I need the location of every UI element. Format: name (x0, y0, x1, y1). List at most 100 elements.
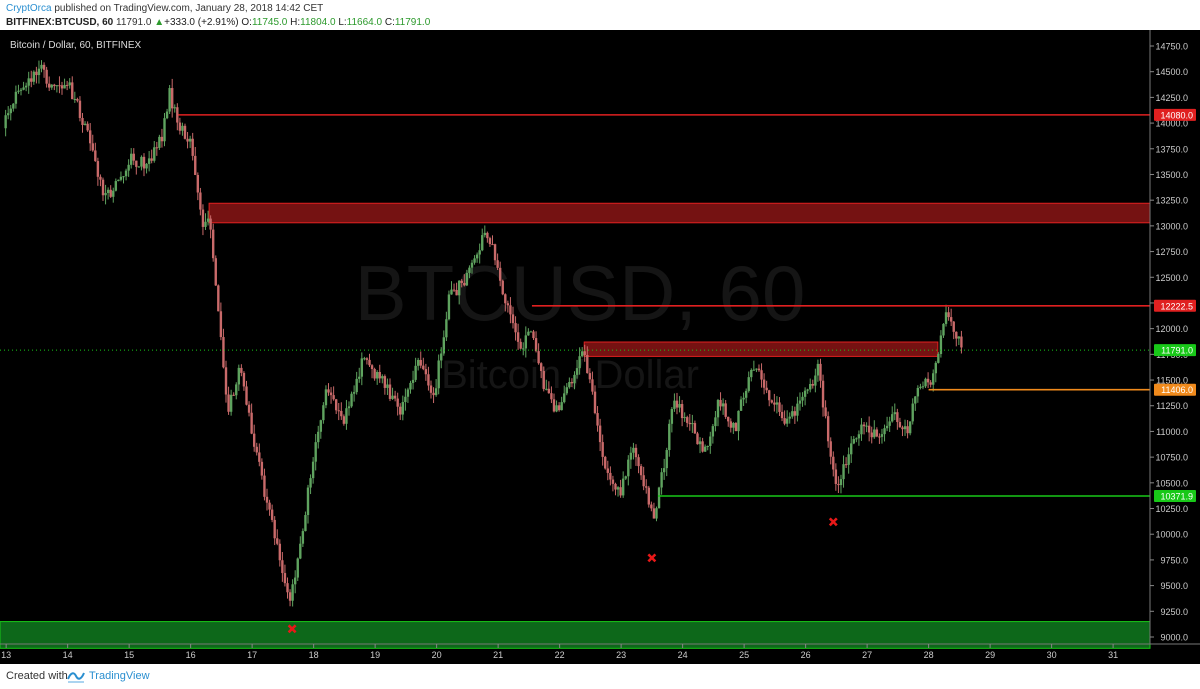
candle-body (768, 390, 771, 401)
published-text: published on TradingView.com, January 28… (54, 3, 324, 14)
candle-body (724, 403, 727, 417)
publish-line: CryptOrca published on TradingView.com, … (6, 3, 323, 14)
candle-body (662, 468, 666, 473)
candle-body (142, 156, 146, 169)
candle-body (19, 89, 23, 91)
candle-body (414, 365, 417, 380)
candle-body (703, 446, 707, 452)
candle-body (632, 447, 635, 453)
candle-body (634, 447, 638, 458)
candle-body (588, 373, 592, 380)
candle-body (773, 402, 776, 405)
candle-body (99, 176, 102, 180)
candle-body (837, 483, 840, 486)
candle-body (706, 445, 709, 447)
candle-body (250, 412, 253, 434)
candle-body (445, 319, 448, 338)
candle-body (183, 125, 187, 139)
candle-body (78, 100, 82, 118)
candle-body (358, 376, 361, 379)
candle-body (217, 285, 220, 312)
candle-body (304, 515, 307, 532)
price-chart[interactable]: BTCUSD, 60 Bitcoin / Dollar 9000.0 9250.0… (0, 30, 1200, 664)
candle-body (824, 407, 827, 417)
candle-body (81, 117, 84, 125)
open-value: 11745.0 (251, 17, 288, 28)
candle-body (732, 422, 735, 428)
candle-body (511, 314, 515, 324)
candle-body (803, 390, 807, 397)
candle-body (937, 353, 940, 363)
x-tick-label: 30 (1047, 650, 1057, 660)
candle-body (545, 388, 548, 390)
time-axis[interactable]: 13 14 15 16 17 18 19 20 21 22 23 24 25 26 27 28 29 30 31 (1, 644, 1118, 660)
price-tag (1154, 299, 1196, 312)
candle-body (455, 290, 458, 296)
candle-body (452, 289, 456, 291)
candle-body (124, 170, 128, 177)
candle-body (14, 91, 18, 104)
candle-body (416, 359, 420, 366)
candle-body (296, 558, 299, 578)
low-marker-icon (828, 517, 838, 527)
candle-body (796, 403, 799, 416)
candle-body (834, 469, 838, 484)
candle-body (329, 392, 333, 396)
x-tick-label: 22 (555, 650, 565, 660)
candle-body (237, 367, 241, 385)
candle-body (337, 410, 340, 412)
candle-body (555, 405, 558, 412)
candle-body (391, 395, 394, 399)
candle-body (291, 584, 294, 601)
author-link[interactable]: CryptOrca (6, 3, 52, 14)
candle-body (855, 438, 858, 440)
candle-body (775, 402, 779, 405)
candle-body (465, 272, 469, 286)
candle-body (273, 519, 276, 539)
candle-body (30, 78, 33, 82)
candle-body (709, 436, 712, 446)
candle-body (639, 466, 643, 476)
y-tick-label: 12000.0 (1155, 324, 1188, 334)
candle-body (258, 452, 261, 462)
candle-body (214, 258, 217, 286)
candle-body (534, 338, 538, 352)
candle-body (178, 122, 182, 131)
candle-body (657, 487, 661, 509)
candle-body (350, 393, 353, 407)
candle-body (468, 267, 471, 273)
candle-body (145, 163, 148, 169)
candle-body (360, 358, 364, 377)
candle-body (345, 408, 348, 424)
candle-body (734, 422, 738, 432)
candle-body (660, 472, 663, 488)
x-tick-label: 27 (862, 650, 872, 660)
candle-body (727, 416, 730, 422)
low-value: 11664.0 (346, 17, 383, 28)
candle-body (170, 88, 174, 109)
candle-body (293, 577, 297, 585)
candle-body (347, 406, 351, 409)
candle-body (188, 138, 192, 142)
price-tag-label: 10371.9 (1160, 491, 1193, 501)
candle-body (327, 389, 330, 393)
candle-body (109, 189, 112, 197)
candle-body (693, 423, 697, 434)
y-tick-label: 9500.0 (1160, 581, 1188, 591)
candle-body (806, 389, 809, 391)
candle-body (860, 424, 863, 435)
candle-body (429, 385, 433, 393)
candle-body (580, 351, 584, 357)
candle-body (552, 399, 556, 412)
candle-body (45, 69, 48, 84)
candle-body (519, 341, 522, 349)
candle-body (160, 136, 164, 142)
candle-body (222, 337, 225, 368)
candle-body (678, 404, 681, 408)
candle-body (306, 487, 310, 516)
candle-body (675, 400, 679, 408)
x-tick-label: 23 (616, 650, 626, 660)
tradingview-link[interactable]: TradingView (89, 670, 150, 682)
y-tick-label: 13250.0 (1155, 196, 1188, 206)
low-marker-icon (287, 624, 297, 634)
